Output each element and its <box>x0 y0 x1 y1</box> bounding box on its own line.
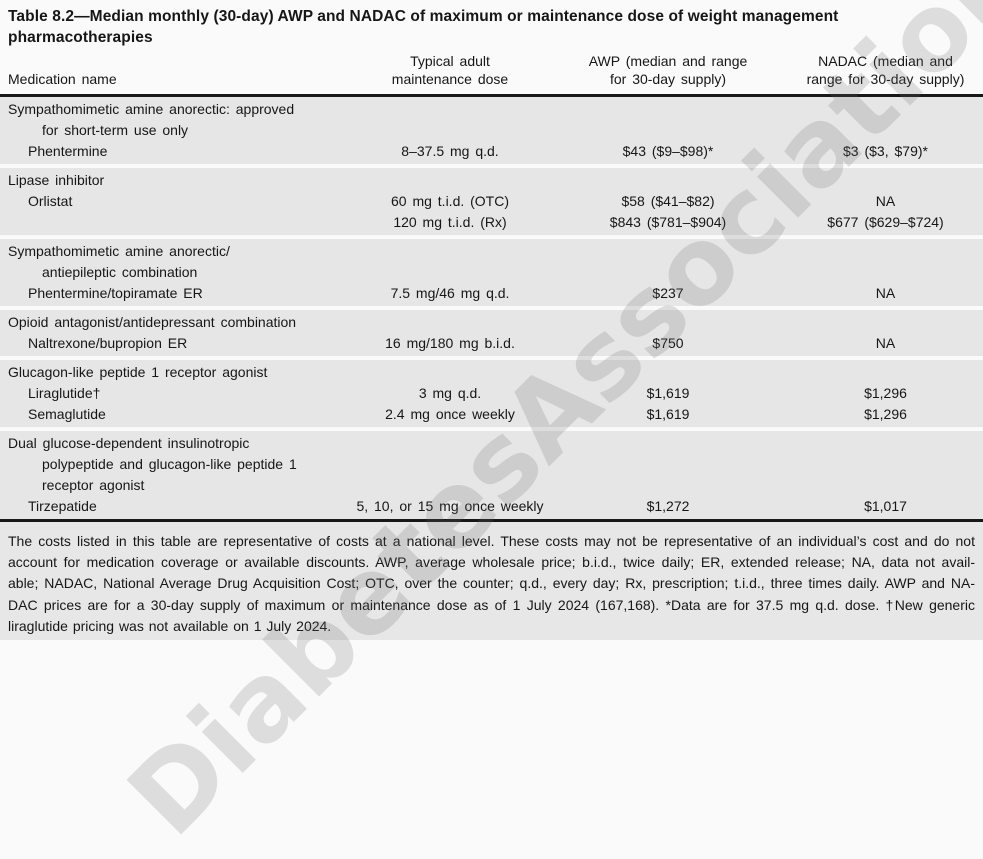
category-label: Opioid antagonist/antidepressant combina… <box>8 313 297 330</box>
footnote-line: account for medication coverage or avail… <box>8 553 975 570</box>
awp-value: $750 <box>652 334 684 351</box>
table-row: Tirzepatide 5, 10, or 15 mg once weekly … <box>0 496 983 517</box>
col-header-awp-line2: for 30-day supply) <box>609 71 727 87</box>
table-row: polypeptide and glucagon-like peptide 1 <box>0 454 983 475</box>
table-row: Liraglutide† 3 mg q.d. $1,619 $1,296 <box>0 383 983 404</box>
table-row: antiepileptic combination <box>0 262 983 283</box>
table-row: receptor agonist <box>0 475 983 496</box>
table-row: Orlistat 60 mg t.i.d. (OTC) $58 ($41–$82… <box>0 191 983 212</box>
section-sympathomimetic-anorectic: Sympathomimetic amine anorectic: approve… <box>0 96 983 164</box>
drug-name: Orlistat <box>28 192 73 209</box>
category-label: Sympathomimetic amine anorectic: approve… <box>8 100 295 117</box>
table-row: Lipase inhibitor <box>0 170 983 191</box>
col-header-awp-line1: AWP (median and range <box>588 53 748 69</box>
awp-value: $843 ($781–$904) <box>609 213 727 230</box>
table-footnote: The costs listed in this table are repre… <box>0 521 983 640</box>
footnote-line: liraglutide pricing was not available on… <box>8 618 332 635</box>
section-anorectic-antiepileptic-combo: Sympathomimetic amine anorectic/ antiepi… <box>0 238 983 306</box>
category-label-wrap: polypeptide and glucagon-like peptide 1 <box>42 455 297 472</box>
dose-value: 5, 10, or 15 mg once weekly <box>356 497 544 514</box>
drug-name: Tirzepatide <box>28 497 97 514</box>
drug-name: Semaglutide <box>28 405 106 422</box>
nadac-value: NA <box>875 334 896 351</box>
dose-value: 16 mg/180 mg b.i.d. <box>385 334 515 351</box>
category-label-wrap: receptor agonist <box>42 476 145 493</box>
dose-value: 60 mg t.i.d. (OTC) <box>390 192 510 209</box>
nadac-value: $1,296 <box>864 405 907 422</box>
table-body: Sympathomimetic amine anorectic: approve… <box>0 96 983 519</box>
category-label-wrap: antiepileptic combination <box>42 263 198 280</box>
footnote-line: able; NADAC, National Average Drug Acqui… <box>8 575 975 592</box>
section-dual-gip-glp1-agonist: Dual glucose-dependent insulinotropic po… <box>0 430 983 519</box>
table-row: Dual glucose-dependent insulinotropic <box>0 433 983 454</box>
nadac-value: $3 ($3, $79)* <box>843 142 928 159</box>
table-title: Table 8.2—Median monthly (30-day) AWP an… <box>8 8 839 46</box>
col-header-dose: Typical adult maintenance dose <box>352 52 548 88</box>
footnote-line: The costs listed in this table are repre… <box>8 532 975 549</box>
awp-value: $58 ($41–$82) <box>621 192 715 209</box>
col-header-awp: AWP (median and range for 30-day supply) <box>548 52 788 88</box>
dose-value: 3 mg q.d. <box>418 384 482 401</box>
drug-name: Liraglutide† <box>28 384 101 401</box>
dose-value: 8–37.5 mg q.d. <box>401 142 499 159</box>
awp-value: $1,619 <box>646 405 690 422</box>
col-header-nadac-line2: range for 30-day supply) <box>806 71 965 87</box>
table-row: Phentermine 8–37.5 mg q.d. $43 ($9–$98)*… <box>0 141 983 162</box>
category-label: Dual glucose-dependent insulinotropic <box>8 434 250 451</box>
col-header-nadac-line1: NADAC (median and <box>818 53 953 69</box>
category-label: Sympathomimetic amine anorectic/ <box>8 242 230 259</box>
footnote-line: DAC prices are for a 30-day supply of ma… <box>8 596 975 613</box>
nadac-value: $677 ($629–$724) <box>827 213 944 230</box>
table-row: Semaglutide 2.4 mg once weekly $1,619 $1… <box>0 404 983 425</box>
dose-value: 7.5 mg/46 mg q.d. <box>390 284 510 301</box>
category-label: Lipase inhibitor <box>8 171 105 188</box>
table-row: for short-term use only <box>0 120 983 141</box>
drug-name: Phentermine <box>28 142 108 159</box>
category-label: Glucagon-like peptide 1 receptor agonist <box>8 363 268 380</box>
table-header-row: Medication name Typical adult maintenanc… <box>0 48 983 94</box>
col-header-dose-line1: Typical adult <box>410 53 490 69</box>
drug-name: Phentermine/topiramate ER <box>28 284 203 301</box>
nadac-value: $1,017 <box>864 497 907 514</box>
table-row: Sympathomimetic amine anorectic/ <box>0 241 983 262</box>
nadac-value: NA <box>875 284 896 301</box>
dose-value: 2.4 mg once weekly <box>385 405 515 422</box>
col-header-dose-line2: maintenance dose <box>391 71 509 87</box>
table-row: Naltrexone/bupropion ER 16 mg/180 mg b.i… <box>0 333 983 354</box>
nadac-value: NA <box>875 192 896 209</box>
table-row: Phentermine/topiramate ER 7.5 mg/46 mg q… <box>0 283 983 304</box>
section-glp1-receptor-agonist: Glucagon-like peptide 1 receptor agonist… <box>0 359 983 427</box>
table-row: Sympathomimetic amine anorectic: approve… <box>0 99 983 120</box>
section-opioid-antagonist-combo: Opioid antagonist/antidepressant combina… <box>0 309 983 356</box>
nadac-value: $1,296 <box>864 384 907 401</box>
awp-value: $43 ($9–$98)* <box>622 142 714 159</box>
footer-divider-rule <box>0 518 983 522</box>
awp-value: $1,619 <box>646 384 690 401</box>
awp-value: $1,272 <box>646 497 690 514</box>
header-divider-rule <box>0 94 983 97</box>
col-header-nadac: NADAC (median and range for 30-day suppl… <box>788 52 983 88</box>
col-header-medication: Medication name <box>8 71 117 87</box>
drug-name: Naltrexone/bupropion ER <box>28 334 188 351</box>
dose-value: 120 mg t.i.d. (Rx) <box>393 213 507 230</box>
category-label-wrap: for short-term use only <box>42 121 189 138</box>
table-row: 120 mg t.i.d. (Rx) $843 ($781–$904) $677… <box>0 212 983 233</box>
section-lipase-inhibitor: Lipase inhibitor Orlistat 60 mg t.i.d. (… <box>0 167 983 235</box>
table-row: Opioid antagonist/antidepressant combina… <box>0 312 983 333</box>
awp-value: $237 <box>652 284 684 301</box>
table-row: Glucagon-like peptide 1 receptor agonist <box>0 362 983 383</box>
